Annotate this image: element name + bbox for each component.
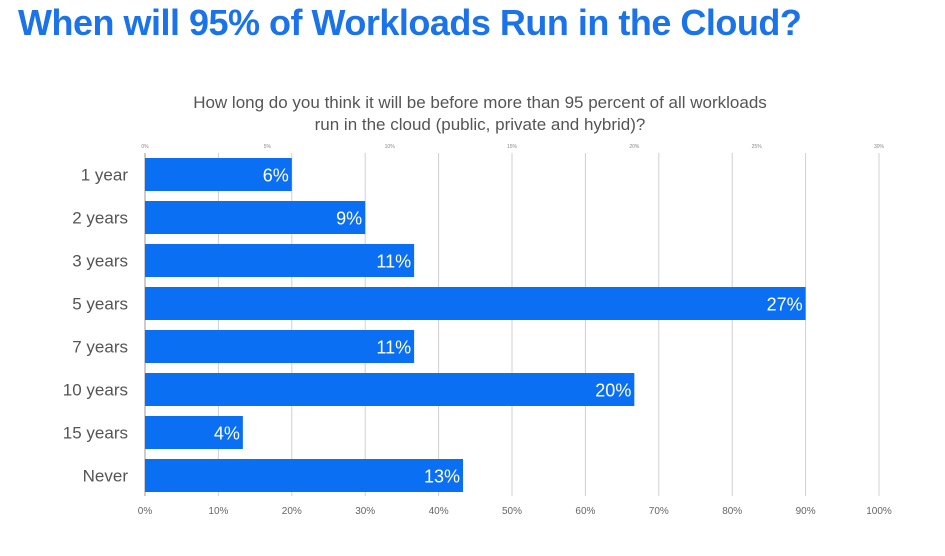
x-tick-label: 70% xyxy=(649,506,669,517)
data-label: 9% xyxy=(336,209,362,229)
bar xyxy=(145,201,366,234)
data-label: 20% xyxy=(595,381,631,401)
x-tick-label: 90% xyxy=(796,506,816,517)
data-label: 13% xyxy=(424,467,460,487)
top-tick-label: 20% xyxy=(629,144,640,150)
top-tick-label: 30% xyxy=(874,144,885,150)
bar xyxy=(145,459,464,492)
x-tick-label: 0% xyxy=(138,506,153,517)
category-label: 15 years xyxy=(63,424,128,443)
x-tick-label: 30% xyxy=(355,506,375,517)
category-label: 1 year xyxy=(81,166,129,185)
bar xyxy=(145,158,292,191)
bar xyxy=(145,373,635,406)
chart-title: How long do you think it will be before … xyxy=(140,92,820,136)
top-tick-label: 5% xyxy=(264,144,272,150)
data-label: 11% xyxy=(376,338,411,358)
category-label: 3 years xyxy=(72,252,128,271)
category-label: 7 years xyxy=(72,338,128,357)
bar xyxy=(145,330,415,363)
x-tick-label: 10% xyxy=(208,506,228,517)
x-tick-label: 20% xyxy=(282,506,302,517)
top-tick-label: 10% xyxy=(385,144,396,150)
x-tick-label: 60% xyxy=(575,506,595,517)
data-label: 4% xyxy=(214,424,240,444)
x-tick-label: 100% xyxy=(866,506,892,517)
category-label: 5 years xyxy=(72,295,128,314)
bar xyxy=(145,287,806,320)
data-label: 11% xyxy=(376,252,411,272)
x-tick-label: 40% xyxy=(429,506,449,517)
data-label: 6% xyxy=(263,166,289,186)
category-label: 10 years xyxy=(63,381,128,400)
top-tick-label: 0% xyxy=(141,144,149,150)
category-label: 2 years xyxy=(72,209,128,228)
x-tick-label: 50% xyxy=(502,506,522,517)
data-label: 27% xyxy=(767,295,803,315)
chart-title-line: run in the cloud (public, private and hy… xyxy=(314,115,646,134)
category-label: Never xyxy=(83,467,129,486)
top-tick-label: 15% xyxy=(507,144,518,150)
bar xyxy=(145,244,415,277)
x-tick-label: 80% xyxy=(722,506,742,517)
page-headline: When will 95% of Workloads Run in the Cl… xyxy=(18,2,802,43)
bar xyxy=(145,416,243,449)
chart-title-line: How long do you think it will be before … xyxy=(193,93,767,112)
top-tick-label: 25% xyxy=(752,144,763,150)
